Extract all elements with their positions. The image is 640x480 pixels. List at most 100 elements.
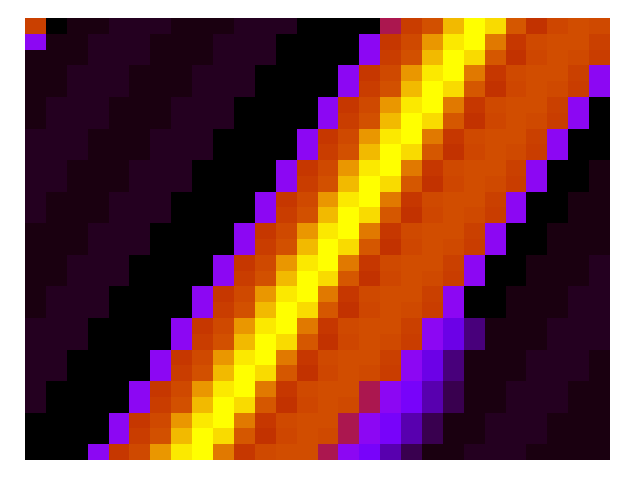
heatmap-cell [25,318,46,334]
heatmap-cell [67,18,88,34]
heatmap-cell [506,34,527,50]
heatmap-cell [192,286,213,302]
heatmap-cell [88,286,109,302]
heatmap-cell [234,365,255,381]
heatmap-cell [129,34,150,50]
heatmap-cell [359,428,380,444]
heatmap-cell [464,160,485,176]
heatmap-cell [359,50,380,66]
heatmap-cell [150,18,171,34]
heatmap-cell [150,397,171,413]
heatmap-cell [25,302,46,318]
heatmap-cell [234,444,255,460]
heatmap-cell [485,397,506,413]
heatmap-cell [401,271,422,287]
heatmap-cell [67,286,88,302]
heatmap-cell [359,176,380,192]
heatmap-cell [526,160,547,176]
heatmap-cell [359,365,380,381]
heatmap-cell [213,350,234,366]
heatmap-cell [297,129,318,145]
heatmap-cell [338,223,359,239]
heatmap-cell [109,97,130,113]
heatmap-cell [568,397,589,413]
heatmap-cell [150,413,171,429]
heatmap-cell [464,255,485,271]
heatmap-cell [109,365,130,381]
heatmap-cell [255,318,276,334]
heatmap-cell [464,176,485,192]
heatmap-cell [443,160,464,176]
heatmap-cell [422,81,443,97]
heatmap-cell [46,286,67,302]
heatmap-cell [109,223,130,239]
heatmap-cell [192,397,213,413]
heatmap-cell [338,207,359,223]
heatmap-cell [88,239,109,255]
heatmap-cell [318,81,339,97]
heatmap-cell [547,413,568,429]
heatmap-cell [67,255,88,271]
heatmap-cell [380,192,401,208]
heatmap-cell [422,129,443,145]
heatmap-cell [171,413,192,429]
heatmap-cell [568,286,589,302]
heatmap-cell [276,160,297,176]
heatmap-cell [67,34,88,50]
heatmap-cell [338,334,359,350]
heatmap-cell [464,113,485,129]
heatmap-cell [171,65,192,81]
heatmap-cell [526,34,547,50]
heatmap-cell [109,413,130,429]
heatmap-cell [150,160,171,176]
heatmap-cell [150,97,171,113]
heatmap-cell [318,129,339,145]
heatmap-cell [234,81,255,97]
heatmap-cell [464,50,485,66]
heatmap-cell [46,318,67,334]
heatmap-cell [192,81,213,97]
heatmap-cell [359,286,380,302]
heatmap-cell [318,239,339,255]
heatmap-cell [318,18,339,34]
heatmap-cell [422,176,443,192]
heatmap-cell [109,271,130,287]
heatmap-cell [109,129,130,145]
heatmap-cell [380,381,401,397]
heatmap-cell [589,223,610,239]
heatmap-cell [359,350,380,366]
heatmap-cell [109,192,130,208]
heatmap-cell [213,65,234,81]
heatmap-cell [297,302,318,318]
heatmap-cell [568,18,589,34]
heatmap-cell [171,239,192,255]
heatmap-cell [547,397,568,413]
heatmap-cell [129,176,150,192]
heatmap-cell [422,97,443,113]
heatmap-cell [443,34,464,50]
heatmap-cell [443,144,464,160]
heatmap-cell [422,286,443,302]
heatmap-cell [25,97,46,113]
heatmap-cell [318,271,339,287]
heatmap-cell [25,223,46,239]
heatmap-cell [380,144,401,160]
heatmap-cell [255,50,276,66]
heatmap-cell [213,239,234,255]
heatmap-cell [568,144,589,160]
heatmap-cell [380,255,401,271]
heatmap-cell [547,113,568,129]
heatmap-cell [171,318,192,334]
heatmap-cell [213,50,234,66]
heatmap-cell [171,34,192,50]
heatmap-cell [380,97,401,113]
heatmap-cell [46,365,67,381]
heatmap-cell [422,302,443,318]
heatmap-cell [109,334,130,350]
heatmap-cell [276,428,297,444]
heatmap-cell [297,255,318,271]
heatmap-cell [526,192,547,208]
heatmap-cell [526,397,547,413]
heatmap-cell [568,428,589,444]
heatmap-cell [46,381,67,397]
